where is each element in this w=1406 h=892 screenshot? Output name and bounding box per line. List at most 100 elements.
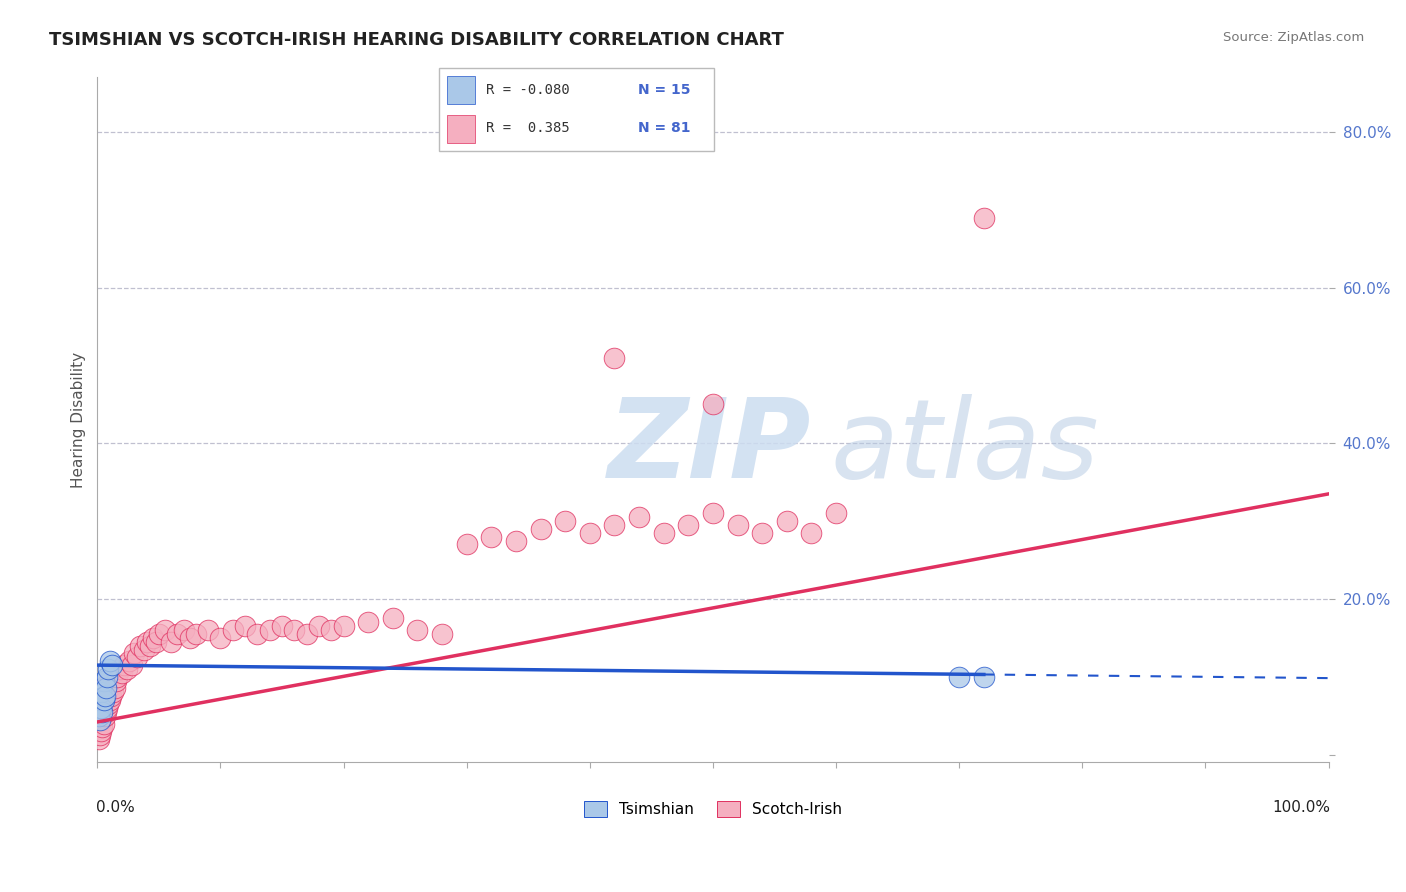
Point [121,658,143,673]
Point [94,705,117,719]
Point [125,650,148,665]
Point [91,705,114,719]
Point [97,662,120,676]
Point [91,720,114,734]
Point [89,728,111,742]
Point [94,677,117,691]
Point [505,533,527,548]
Point [554,514,576,528]
Point [973,211,995,225]
Point [96,681,118,696]
Text: Source: ZipAtlas.com: Source: ZipAtlas.com [1223,31,1364,45]
Point [93,673,115,688]
Text: N = 81: N = 81 [638,121,690,136]
Point [776,514,799,528]
Point [430,627,453,641]
Point [90,701,112,715]
Point [678,518,700,533]
Text: R = -0.080: R = -0.080 [486,83,571,97]
Point [479,530,502,544]
Point [96,670,118,684]
Point [91,705,114,719]
Point [456,537,478,551]
Point [800,525,823,540]
Point [148,627,170,641]
Point [87,708,110,723]
Point [603,351,626,365]
Text: TSIMSHIAN VS SCOTCH-IRISH HEARING DISABILITY CORRELATION CHART: TSIMSHIAN VS SCOTCH-IRISH HEARING DISABI… [49,31,785,49]
Point [259,623,281,637]
Point [93,693,115,707]
Point [652,525,675,540]
Point [111,665,134,680]
Point [98,654,121,668]
Point [93,690,115,704]
Point [197,623,219,637]
Point [973,670,995,684]
Point [145,634,167,648]
Point [283,623,305,637]
Point [233,619,256,633]
Point [603,518,626,533]
Point [173,623,195,637]
Text: N = 15: N = 15 [638,83,690,97]
Point [96,701,118,715]
Text: R =  0.385: R = 0.385 [486,121,571,136]
Point [727,518,749,533]
Text: atlas: atlas [830,394,1098,500]
Point [825,506,848,520]
Point [184,627,207,641]
Point [332,619,354,633]
FancyBboxPatch shape [447,115,475,143]
Point [160,634,183,648]
Point [209,631,232,645]
Point [100,690,122,704]
Point [115,662,138,676]
Point [98,670,121,684]
Point [93,708,115,723]
Point [381,611,404,625]
Point [103,685,125,699]
Point [90,701,112,715]
Point [579,525,602,540]
FancyBboxPatch shape [447,76,475,104]
Point [87,732,110,747]
Point [89,713,111,727]
Point [702,397,724,411]
Point [94,681,117,696]
Point [101,658,124,673]
Point [118,654,141,668]
Point [105,670,128,684]
Point [93,716,115,731]
Point [271,619,294,633]
Point [104,673,127,688]
Point [93,685,115,699]
Point [89,708,111,723]
Point [628,510,651,524]
Point [321,623,343,637]
Point [948,670,970,684]
Text: 0.0%: 0.0% [96,800,135,815]
Point [246,627,269,641]
Point [129,639,152,653]
Point [135,634,157,648]
Point [529,522,551,536]
Y-axis label: Hearing Disability: Hearing Disability [72,351,86,488]
Legend: Tsimshian, Scotch-Irish: Tsimshian, Scotch-Irish [578,795,848,823]
Point [139,639,162,653]
Point [134,642,156,657]
Point [142,631,165,645]
Point [87,716,110,731]
Point [98,693,121,707]
Point [357,615,380,630]
Point [101,677,124,691]
Point [153,623,176,637]
Point [295,627,318,641]
Text: 100.0%: 100.0% [1272,800,1330,815]
Point [308,619,330,633]
Point [90,724,112,739]
Point [103,681,125,696]
Point [222,623,245,637]
Point [124,647,146,661]
Point [179,631,201,645]
